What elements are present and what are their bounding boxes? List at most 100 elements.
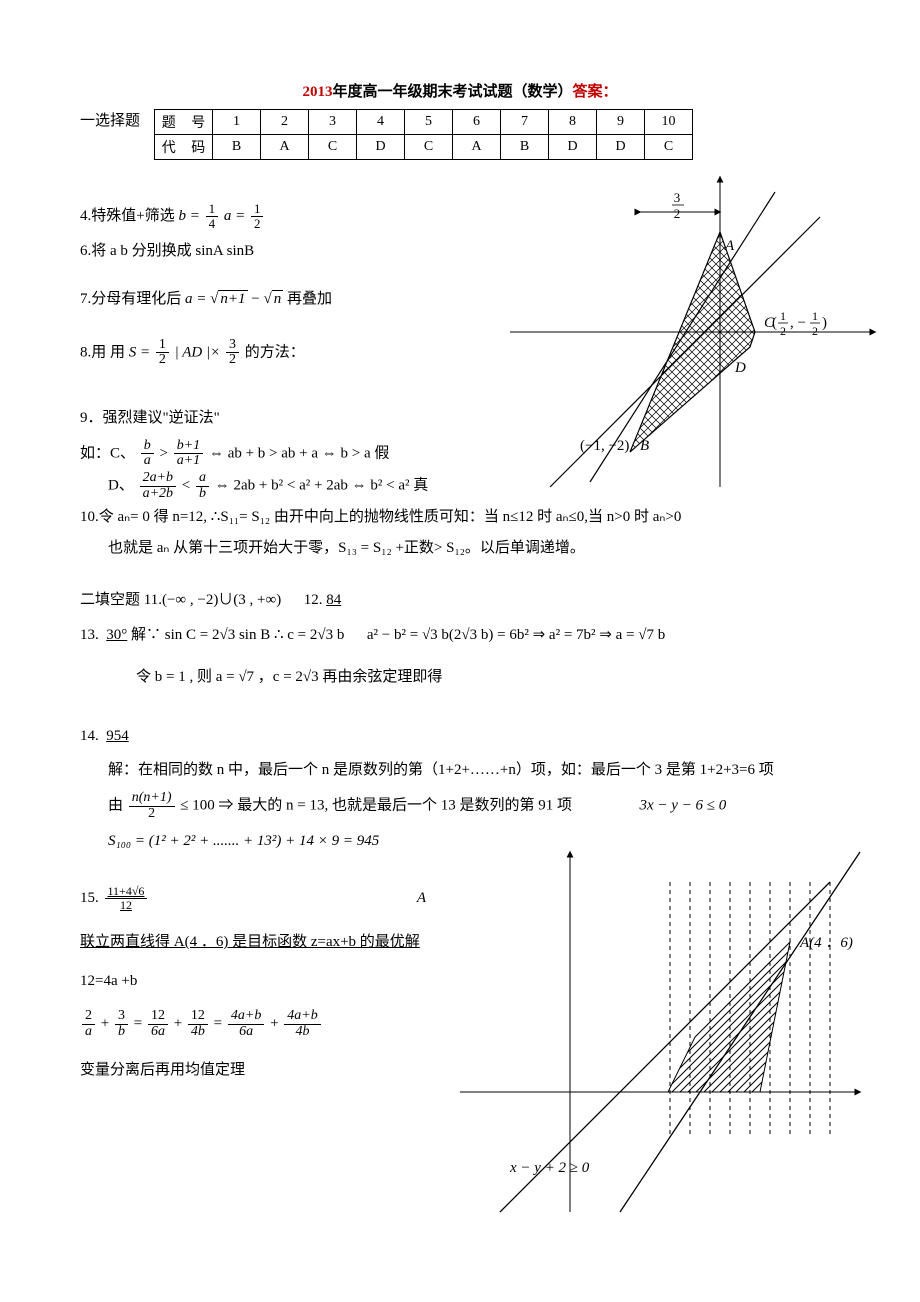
gt: > xyxy=(160,445,168,461)
q14-ans: 954 xyxy=(106,728,129,744)
q13-p1: sin C = 2√3 sin B ∴ c = 2√3 b xyxy=(165,627,345,643)
svg-text:3: 3 xyxy=(674,190,681,205)
q14-l1: 解：在相同的数 n 中，最后一个 n 是原数列的第（1+2+……+n）项，如：最… xyxy=(80,756,840,785)
table-cell: C xyxy=(645,135,693,160)
table-cell: 1 xyxy=(213,110,261,135)
frac-d: a+2b xyxy=(140,487,176,502)
frac-n: 12 xyxy=(148,1009,168,1025)
q14-label: 14. xyxy=(80,728,99,744)
lt: < xyxy=(182,478,190,494)
q14-header: 14. 954 xyxy=(80,722,840,751)
frac-n: b xyxy=(141,439,154,455)
table-cell: 2 xyxy=(261,110,309,135)
plus: + xyxy=(101,1016,109,1032)
table-cell: 6 xyxy=(453,110,501,135)
figure-1: 3 2 A C ( 1 2 , − 1 2 ) D (−1, −2) B xyxy=(480,172,880,492)
frac-d: 4 xyxy=(206,217,219,231)
q14-l2-rest: ≤ 100 ⇒ 最大的 n = 13, 也就是最后一个 13 是数列的第 91 … xyxy=(180,797,572,813)
q13-l2: 令 b = 1 , 则 a = √7 ，c = 2√3 再由余弦定理即得 xyxy=(80,663,840,692)
section-2-label: 二填空题 xyxy=(80,592,140,608)
svg-text:, −: , − xyxy=(790,315,806,331)
frac-n: 2 xyxy=(82,1009,95,1025)
q7-a: a = xyxy=(185,291,206,307)
frac-n: 1 xyxy=(251,202,264,217)
q8-S: S = xyxy=(129,344,150,360)
frac-n: 3 xyxy=(226,338,239,354)
minus: − xyxy=(251,291,259,307)
q9-l3-rest: ⇔ 2ab + b² < a² + 2ab ⇔ b² < a² 真 xyxy=(215,478,428,494)
frac-n: 4a+b xyxy=(228,1009,264,1025)
table-cell: C xyxy=(405,135,453,160)
table-cell: 8 xyxy=(549,110,597,135)
frac-d: b xyxy=(196,487,209,502)
frac-n: b+1 xyxy=(174,439,203,455)
frac-d: 2 xyxy=(251,217,264,231)
sqrt-rad: n xyxy=(272,290,284,307)
table-cell: 10 xyxy=(645,110,693,135)
q4-a: a = xyxy=(224,208,245,224)
table-cell: D xyxy=(597,135,645,160)
svg-text:2: 2 xyxy=(780,324,786,338)
section-1-label: 一选择题 xyxy=(80,109,140,130)
q15-l1-text: 联立两直线得 A(4 ．6) 是目标函数 z=ax+b 的最优解 xyxy=(80,934,420,950)
svg-text:D: D xyxy=(734,360,746,376)
frac-d: 4b xyxy=(188,1025,208,1040)
table-cell: A xyxy=(261,135,309,160)
frac-d: 12 xyxy=(105,899,148,912)
frac-n: 12 xyxy=(188,1009,208,1025)
title-suffix: 答案： xyxy=(573,84,618,100)
title-year: 2013 xyxy=(302,84,332,100)
q14-l3-text: S₁₀₀ = (1² + 2² + ....... + 13²) + 14 × … xyxy=(108,833,379,849)
table-cell: 9 xyxy=(597,110,645,135)
table-cell: 5 xyxy=(405,110,453,135)
page-title: 2013年度高一年级期末考试试题（数学）答案： xyxy=(80,80,840,101)
table-head-num: 题 号 xyxy=(155,110,213,135)
q8-prefix: 8.用 用 xyxy=(80,344,125,360)
frac-n: a xyxy=(196,471,209,487)
table-cell: B xyxy=(213,135,261,160)
body: 3 2 A C ( 1 2 , − 1 2 ) D (−1, −2) B 4.特… xyxy=(80,202,840,1084)
frac-n: 1 xyxy=(206,202,219,217)
svg-text:(−1, −2): (−1, −2) xyxy=(580,438,629,454)
figure-2: A(4 ．6) x − y + 2 ≥ 0 xyxy=(450,842,870,1222)
frac-n: 1 xyxy=(156,338,169,354)
q12-val: 84 xyxy=(326,592,341,608)
title-main: 年度高一年级期末考试试题（数学） xyxy=(332,84,572,100)
frac-n: 11+4√6 xyxy=(105,885,148,899)
frac-d: a xyxy=(141,454,154,469)
frac-d: 6a xyxy=(228,1025,264,1040)
answer-table: 题 号 1 2 3 4 5 6 7 8 9 10 代 码 B A C D C A… xyxy=(154,109,693,160)
q4-b: b = xyxy=(178,208,199,224)
frac-d: 4b xyxy=(284,1025,320,1040)
frac-d: 6a xyxy=(148,1025,168,1040)
table-cell: D xyxy=(357,135,405,160)
q13-label: 13. xyxy=(80,627,99,643)
svg-text:A: A xyxy=(724,238,735,254)
frac-d: 2 xyxy=(226,353,239,368)
table-cell: C xyxy=(309,135,357,160)
q10-l2: 也就是 aₙ 从第十三项开始大于零，S₁₃ = S₁₂ +正数> S₁₂。以后单… xyxy=(80,534,840,563)
q14-l2-right: 3x − y − 6 ≤ 0 xyxy=(640,797,727,813)
frac-d: 2 xyxy=(129,807,175,822)
table-head-code: 代 码 xyxy=(155,135,213,160)
q14-l2: 由 n(n+1)2 ≤ 100 ⇒ 最大的 n = 13, 也就是最后一个 13… xyxy=(80,791,840,821)
q9-l3-prefix: D、 xyxy=(108,478,134,494)
table-cell: A xyxy=(453,135,501,160)
frac-n: 3 xyxy=(115,1009,128,1025)
frac-n: 2a+b xyxy=(140,471,176,487)
svg-text:x − y + 2 ≥ 0: x − y + 2 ≥ 0 xyxy=(509,1160,590,1176)
frac-d: b xyxy=(115,1025,128,1040)
q13-prefix: 解∵ xyxy=(131,627,161,643)
q9-l2-rest: ⇔ ab + b > ab + a ⇔ b > a 假 xyxy=(209,445,389,461)
svg-text:1: 1 xyxy=(812,309,818,323)
q15-label: 15. xyxy=(80,890,99,906)
table-cell: 7 xyxy=(501,110,549,135)
table-cell: B xyxy=(501,135,549,160)
frac-n: n(n+1) xyxy=(129,791,175,807)
q14-l2-prefix: 由 xyxy=(108,797,123,813)
svg-text:(: ( xyxy=(772,315,777,331)
q9-l2-prefix: 如：C、 xyxy=(80,445,135,461)
q15-A: A xyxy=(417,890,426,906)
q12-label: 12. xyxy=(304,592,323,608)
q8-suffix: 的方法： xyxy=(245,344,305,360)
